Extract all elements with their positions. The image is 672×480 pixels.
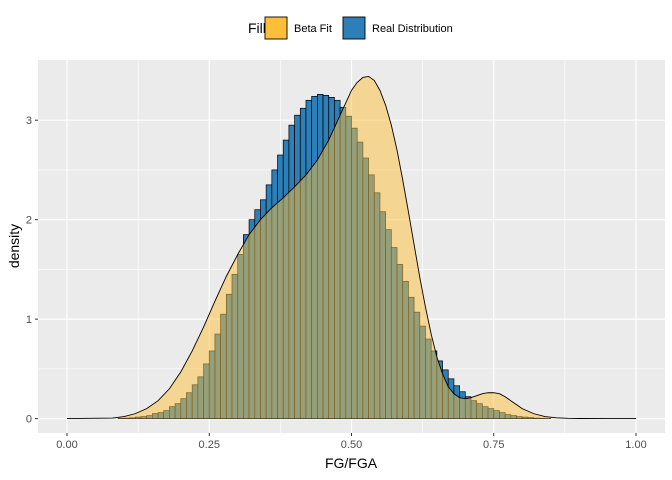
y-tick-label: 1 [26, 314, 32, 326]
beta-fit-density [66, 75, 636, 420]
beta-fit-area [67, 76, 636, 419]
x-tick-label: 0.50 [341, 439, 362, 451]
y-axis: 0 1 2 3 [26, 115, 38, 426]
x-tick-label: 0.25 [199, 439, 220, 451]
legend-swatch-beta-fit [264, 16, 288, 40]
x-tick-label: 1.00 [625, 439, 646, 451]
y-tick-label: 3 [26, 115, 32, 127]
legend-title: Fill [248, 20, 266, 36]
legend-label-real-distribution: Real Distribution [372, 23, 453, 35]
x-tick-label: 0.00 [56, 439, 77, 451]
legend: Fill Beta Fit Real Distribution [248, 16, 453, 40]
x-axis-title: FG/FGA [325, 455, 378, 471]
y-tick-label: 0 [26, 414, 32, 426]
y-axis-title: density [6, 224, 22, 268]
beta-fit-line [66, 75, 636, 420]
legend-swatch-real-distribution [342, 16, 366, 40]
y-tick-label: 2 [26, 215, 32, 227]
x-axis: 0.00 0.25 0.50 0.75 1.00 [56, 433, 647, 451]
legend-label-beta-fit: Beta Fit [294, 23, 332, 35]
x-tick-label: 0.75 [483, 439, 504, 451]
